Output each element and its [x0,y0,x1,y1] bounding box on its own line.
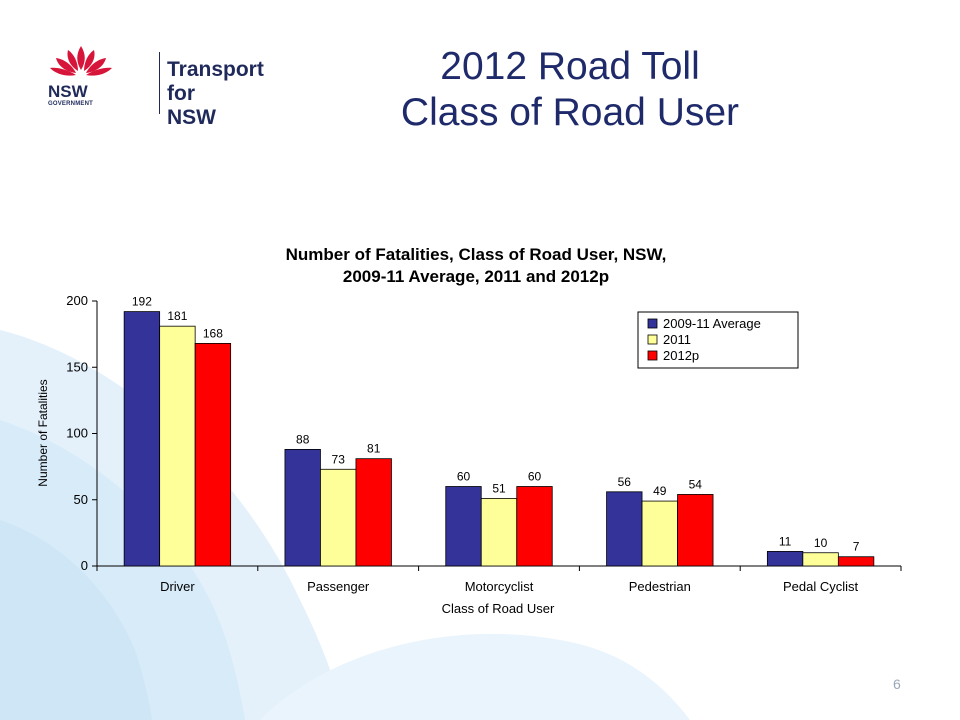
bar [766,551,804,567]
x-tick-label: Motorcyclist [465,579,534,594]
y-tick-label: 150 [66,359,88,374]
bar [320,468,357,567]
bar [159,325,196,567]
data-label: 60 [457,470,471,484]
x-tick-label: Pedal Cyclist [783,579,859,594]
data-label: 168 [203,326,223,340]
bar [284,448,321,567]
y-tick-label: 50 [74,492,88,507]
data-label: 51 [492,481,506,495]
slide-title-line2: Class of Road User [400,91,740,134]
data-label: 181 [167,309,187,323]
logo-divider [159,52,160,114]
data-label: 56 [618,475,632,489]
data-label: 49 [653,484,667,498]
legend-box [637,311,799,369]
legend-entry: 2011 [663,332,691,347]
logo-brand-line1: Transport [167,58,264,81]
y-axis-label: Number of Fatalities [36,379,50,486]
page-number: 6 [893,676,901,692]
government-wordmark: GOVERNMENT [48,101,94,107]
chart-title-line1: Number of Fatalities, Class of Road User… [286,245,667,264]
data-label: 10 [814,536,828,550]
nsw-wordmark: NSW [48,82,88,101]
y-tick-label: 100 [66,426,88,441]
bar [641,500,678,567]
data-label: 11 [779,534,792,548]
bar [677,494,714,567]
waratah-icon [50,46,112,76]
x-tick-label: Passenger [307,579,370,594]
bar [445,486,482,567]
data-label: 60 [528,470,542,484]
data-label: 73 [332,452,346,466]
x-tick-label: Driver [160,579,195,594]
bar [194,342,232,567]
legend-swatch [647,318,658,329]
legend-swatch [647,350,658,361]
data-label: 88 [296,432,310,446]
data-label: 192 [132,295,152,309]
y-tick-label: 0 [81,558,88,573]
legend-swatch [647,334,658,345]
slide-title: 2012 Road Toll Class of Road User [380,44,760,136]
logo-brand-line2: for NSW [167,82,216,129]
legend-entry: 2009-11 Average [663,316,761,331]
data-label: 54 [689,477,703,491]
chart-title-line2: 2009-11 Average, 2011 and 2012p [343,267,609,286]
bar [516,486,553,567]
data-label: 7 [853,540,860,554]
legend-entry: 2012p [663,348,699,363]
bar [480,498,518,567]
bar [802,552,839,567]
bar [837,556,875,567]
data-label: 81 [367,442,381,456]
transport-nsw-logo: NSW GOVERNMENT Transport for NSW [44,44,264,129]
y-tick-label: 200 [66,293,88,308]
bar [123,311,161,567]
bar [355,458,392,567]
bar [606,491,643,567]
x-axis-label: Class of Road User [442,601,555,616]
slide-title-line1: 2012 Road Toll [440,45,700,88]
x-tick-label: Pedestrian [629,579,691,594]
